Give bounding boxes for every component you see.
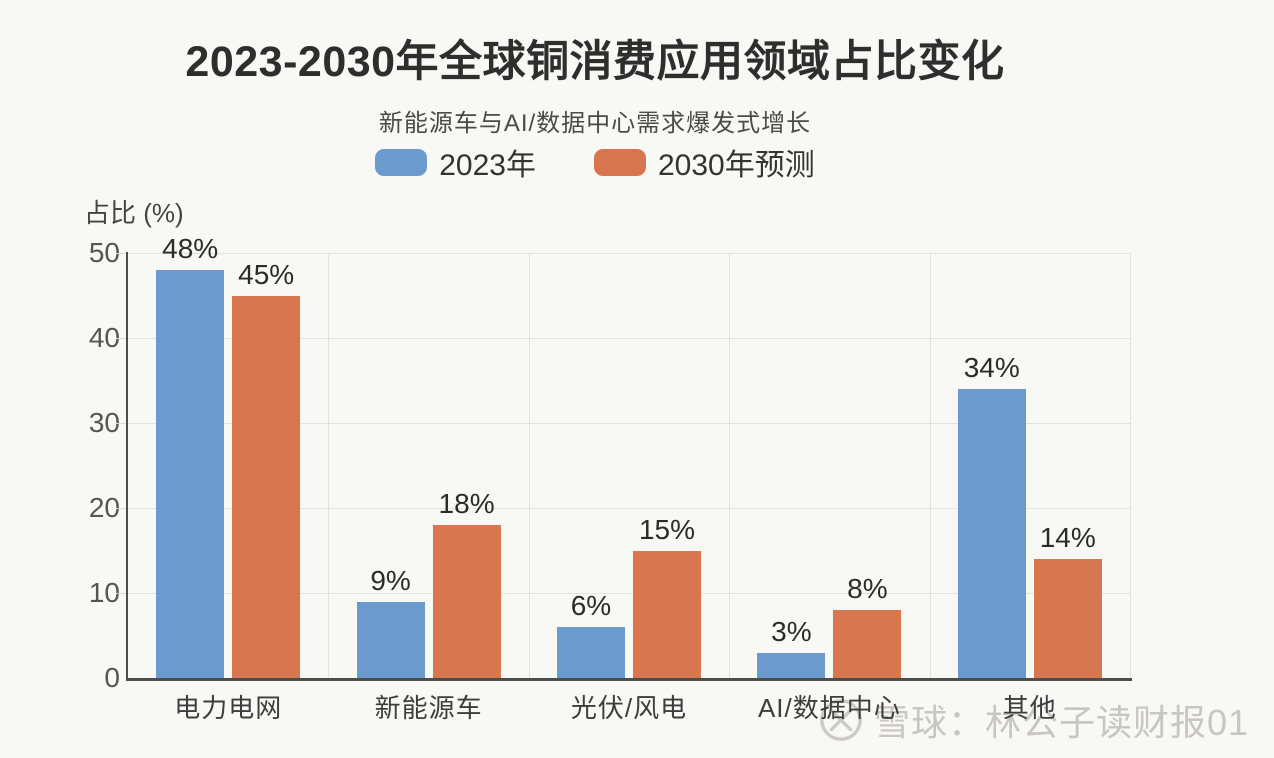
bar-2023年-电力电网: 48% (156, 233, 225, 678)
plot-area: 48% 45% 9% 18% 6% 15% 3% 8% 34% 14% (116, 233, 1131, 678)
bar-2030年预测-光伏/风电: 15% (632, 514, 701, 678)
category-label-其他: 其他 (1002, 693, 1057, 723)
gridline-vertical (729, 253, 731, 678)
gridline-horizontal-30 (128, 423, 1130, 424)
bar-2030年预测-电力电网: 45% (232, 259, 301, 678)
bar-2030年预测-新能源车: 18% (432, 488, 501, 678)
gridline-horizontal-10 (128, 593, 1130, 594)
bar-group-电力电网: 48% 45% (128, 233, 328, 678)
legend-item-2030年预测: 2030年预测 (594, 140, 815, 184)
bar-2030年预测-其他: 14% (1033, 522, 1102, 678)
chart-subtitle: 新能源车与AI/数据中心需求爆发式增长 (378, 110, 812, 137)
xueqiu-logo-icon (820, 699, 862, 741)
y-tick-label-50: 50 (88, 237, 120, 268)
bar-value-label: 48% (162, 233, 219, 264)
y-axis-tick-mark (116, 253, 128, 254)
bar-value-label: 6% (570, 590, 612, 621)
category-label-AI/数据中心: AI/数据中心 (757, 693, 901, 723)
bar-2030年预测-AI/数据中心: 8% (833, 573, 902, 678)
y-axis-tick-mark (116, 423, 128, 424)
chart-title: 2023-2030年全球铜消费应用领域占比变化 (185, 38, 1005, 86)
gridline-horizontal-50 (128, 253, 1130, 254)
legend-swatch (375, 148, 428, 176)
y-tick-label-10: 10 (88, 577, 120, 608)
y-axis-tick-mark (116, 508, 128, 509)
bar-groups: 48% 45% 9% 18% 6% 15% 3% 8% 34% 14% (128, 233, 1130, 678)
bar-value-label: 18% (438, 488, 495, 519)
bar-value-label: 8% (847, 573, 888, 604)
bar-value-label: 14% (1039, 522, 1096, 553)
category-label-新能源车: 新能源车 (374, 693, 483, 723)
bar-value-label: 45% (238, 258, 295, 290)
gridline-vertical (328, 253, 330, 678)
gridline-vertical (528, 253, 530, 678)
legend-swatch (594, 148, 646, 176)
bar-value-label: 34% (963, 352, 1020, 383)
y-tick-label-30: 30 (88, 407, 120, 438)
legend-item-2023年: 2023年 (375, 140, 536, 184)
bar-group-光伏/风电: 6% 15% (529, 253, 729, 678)
category-label-电力电网: 电力电网 (174, 693, 283, 723)
gridline-horizontal-20 (128, 508, 1130, 509)
bar-group-AI/数据中心: 3% 8% (729, 253, 929, 678)
bar-2023年-光伏/风电: 6% (556, 590, 625, 678)
gridline-horizontal-40 (128, 338, 1130, 339)
bar-2023年-新能源车: 9% (356, 565, 425, 678)
y-axis-tick-mark (116, 593, 128, 594)
bar-value-label: 15% (638, 513, 695, 545)
legend: 2023年 2030年预测 (0, 146, 1190, 182)
bar-value-label: 9% (370, 564, 411, 596)
watermark-text: 雪球：林公子读财报01 (874, 702, 1250, 743)
bar-value-label: 3% (771, 615, 812, 647)
y-tick-label-20: 20 (88, 492, 120, 523)
watermark: 雪球：林公子读财报01 (818, 694, 1249, 746)
y-tick-label-0: 0 (104, 662, 120, 693)
y-axis-ticks: 0 10 20 30 40 50 (0, 238, 120, 693)
y-tick-label-40: 40 (88, 322, 120, 353)
x-axis-labels: 电力电网 新能源车 光伏/风电 AI/数据中心 其他 (128, 688, 1130, 725)
category-label-光伏/风电: 光伏/风电 (570, 693, 688, 723)
legend-label: 2030年预测 (658, 149, 815, 182)
y-axis-tick-mark (116, 338, 128, 339)
bar-group-其他: 34% 14% (930, 253, 1130, 678)
bar-2023年-其他: 34% (957, 352, 1026, 678)
gridline-vertical (1130, 253, 1131, 678)
x-axis-line (126, 678, 1132, 681)
y-axis-title: 占比 (%) (84, 198, 184, 228)
bar-group-新能源车: 9% 18% (328, 253, 528, 678)
y-axis-line (126, 252, 128, 681)
bar-2023年-AI/数据中心: 3% (757, 616, 826, 678)
gridline-vertical (929, 253, 931, 678)
legend-label: 2023年 (439, 149, 536, 182)
